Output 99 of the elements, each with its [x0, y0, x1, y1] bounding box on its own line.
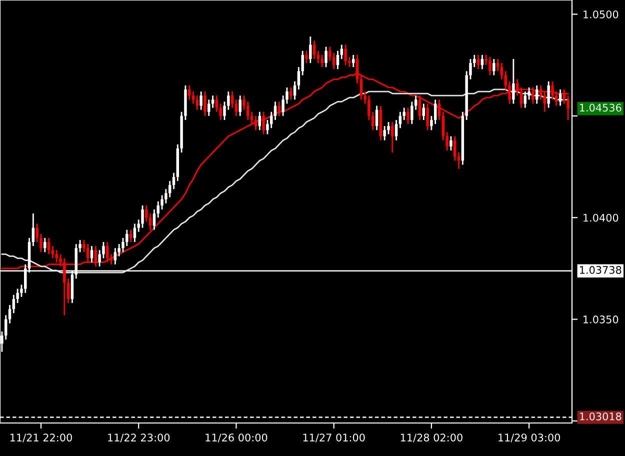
- candlestick: [454, 136, 456, 162]
- candlestick: [332, 52, 336, 70]
- candlestick: [316, 50, 320, 64]
- candlestick: [32, 212, 35, 247]
- candlestick: [547, 80, 550, 108]
- candlestick: [488, 56, 492, 76]
- candlestick: [215, 94, 218, 113]
- candlestick: [457, 152, 460, 170]
- candlestick: [524, 90, 527, 108]
- candlestick: [12, 294, 16, 314]
- x-tick-label: 11/22 23:00: [108, 434, 170, 442]
- candlestick: [204, 90, 206, 117]
- candlestick: [558, 88, 562, 106]
- candlestick: [290, 86, 292, 100]
- text: 1.04536: [580, 104, 622, 112]
- candlestick: [320, 54, 324, 68]
- y-tick-label: 1.0400: [584, 214, 618, 222]
- candlestick: [406, 107, 410, 125]
- candlestick: [516, 78, 519, 96]
- candlestick: [90, 245, 94, 264]
- candlestick: [141, 204, 144, 228]
- candlestick: [114, 247, 117, 266]
- candlestick: [293, 80, 296, 100]
- candlestick: [44, 237, 46, 253]
- candlestick: [172, 172, 176, 190]
- candlestick: [106, 241, 109, 264]
- ref-line-label: 1.03018: [580, 412, 622, 420]
- y-tick-label: 1.0500: [584, 10, 618, 18]
- x-tick-label: 11/28 02:00: [400, 434, 462, 442]
- candlestick: [450, 136, 452, 152]
- candlestick: [262, 111, 265, 135]
- candlestick: [492, 58, 496, 76]
- candlestick: [543, 90, 546, 113]
- candlestick: [258, 111, 262, 131]
- candlestick: [129, 229, 132, 243]
- candlestick: [312, 40, 316, 60]
- candlestick: [168, 180, 172, 198]
- candlestick: [47, 237, 50, 255]
- candlestick: [152, 208, 156, 230]
- candlestick: [188, 84, 191, 100]
- candlestick: [156, 200, 160, 218]
- candlestick: [254, 115, 258, 131]
- candlestick: [4, 314, 8, 340]
- candlestick: [426, 103, 429, 131]
- candlestick: [476, 54, 480, 70]
- candlestick: [274, 100, 277, 121]
- candlestick: [480, 54, 484, 70]
- candlestick: [230, 90, 234, 108]
- candlestick: [148, 212, 152, 230]
- candlestick: [394, 119, 398, 142]
- candlestick: [352, 54, 355, 68]
- x-tick-label: 11/29 03:00: [498, 434, 560, 442]
- candlestick: [512, 58, 515, 104]
- candlestick: [434, 98, 437, 125]
- candlestick: [500, 62, 504, 80]
- candlestick: [383, 125, 386, 142]
- candlestick: [200, 90, 202, 111]
- candlestick: [324, 46, 328, 68]
- candlestick: [110, 254, 113, 266]
- candlestick: [496, 58, 500, 72]
- candlestick: [562, 88, 566, 104]
- candlestick: [282, 94, 284, 117]
- candlestick: [305, 50, 308, 64]
- candlestick: [246, 100, 250, 121]
- candlestick: [391, 121, 394, 154]
- candlestick: [196, 94, 199, 111]
- candlestick: [238, 94, 242, 117]
- candlestick: [278, 100, 281, 117]
- candlestick: [344, 44, 347, 66]
- candlestick: [539, 84, 542, 100]
- candlestick: [340, 44, 344, 60]
- candlestick: [309, 36, 312, 64]
- candlestick: [98, 249, 101, 268]
- candlestick: [348, 56, 351, 68]
- y-tick-label: 1.0350: [584, 316, 618, 324]
- candlestick: [375, 105, 378, 131]
- ref-line-label: 1.03738: [580, 266, 622, 274]
- candlestick: [398, 111, 402, 129]
- x-tick-label: 11/26 00:00: [206, 434, 268, 442]
- candlestick: [418, 94, 422, 121]
- candlestick: [234, 98, 238, 117]
- candlestick: [422, 103, 425, 121]
- candlestick: [535, 84, 538, 104]
- candlestick: [211, 94, 214, 108]
- candlestick: [133, 223, 136, 243]
- candlestick: [55, 249, 58, 264]
- candlestick: [270, 111, 273, 129]
- candlestick: [208, 98, 210, 117]
- candlestick: [192, 90, 195, 104]
- candlestick: [532, 86, 534, 104]
- candlestick: [126, 229, 128, 247]
- candlestick: [86, 243, 90, 264]
- candlestick: [8, 304, 12, 324]
- candlestick: [520, 86, 523, 108]
- candlestick: [51, 245, 54, 259]
- candlestick: [438, 98, 441, 121]
- x-tick-label: 11/21 22:00: [10, 434, 72, 442]
- x-tick-label: 11/27 01:00: [303, 434, 365, 442]
- candlestick: [336, 50, 340, 70]
